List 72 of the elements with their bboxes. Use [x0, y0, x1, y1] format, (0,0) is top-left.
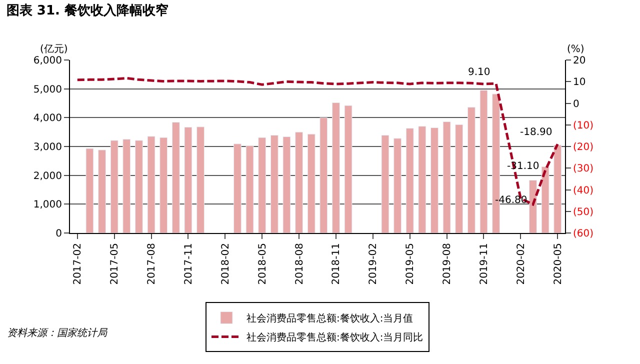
- bar: [307, 134, 316, 233]
- data-label: -18.90: [520, 127, 552, 138]
- y-tick-label: 3,000: [33, 142, 62, 153]
- bar: [282, 136, 291, 233]
- legend-label: 社会消费品零售总额:餐饮收入:当月同比: [246, 332, 424, 344]
- bar: [147, 136, 156, 233]
- bar: [467, 107, 476, 233]
- y-tick-label: 4,000: [33, 113, 62, 124]
- bar: [332, 102, 340, 233]
- bar: [394, 138, 402, 233]
- x-tick-label: 2017-02: [72, 243, 84, 285]
- bar: [172, 122, 180, 233]
- bar: [184, 126, 192, 233]
- x-tick-label: 2018-05: [257, 243, 268, 285]
- bar: [541, 166, 550, 233]
- bar: [110, 140, 118, 233]
- data-label: 9.10: [468, 67, 490, 78]
- y2-tick-label: 10: [573, 77, 586, 88]
- bar: [554, 144, 562, 233]
- y-tick-label: 2,000: [33, 170, 62, 182]
- bar: [381, 135, 390, 233]
- x-tick-label: 2019-08: [442, 243, 454, 285]
- data-label: -46.80: [495, 195, 528, 206]
- y-tick-label: 1,000: [33, 200, 62, 211]
- text: 资料来源：国家统计局: [7, 327, 108, 339]
- bar: [295, 132, 303, 233]
- y2-tick-label: (10): [573, 120, 594, 132]
- legend-label: 社会消费品零售总额:餐饮收入:当月值: [246, 312, 414, 325]
- y2-axis-title: (%): [567, 44, 584, 55]
- chart-title: 图表 31. 餐饮收入降幅收窄: [6, 2, 168, 19]
- x-tick-label: 2018-11: [331, 243, 342, 285]
- bar: [196, 126, 204, 233]
- x-tick-label: 2019-11: [478, 243, 490, 285]
- y-tick-label: 5,000: [33, 84, 62, 96]
- bar: [430, 128, 438, 233]
- y-axis-title: (亿元): [40, 44, 68, 55]
- x-tick-label: 2019-02: [368, 243, 380, 285]
- x-tick-label: 2017-05: [110, 243, 121, 285]
- x-tick-label: 2018-08: [294, 243, 306, 285]
- y2-tick-label: 20: [573, 56, 586, 66]
- x-tick-label: 2020-02: [516, 243, 527, 285]
- x-tick-label: 2018-02: [220, 243, 232, 285]
- bar: [320, 117, 328, 233]
- bar: [480, 90, 488, 233]
- x-tick-label: 2019-05: [405, 243, 416, 285]
- bar: [270, 135, 278, 233]
- y-tick-label: 6,000: [33, 56, 62, 66]
- bar: [160, 137, 168, 233]
- bar: [234, 144, 242, 233]
- bar: [529, 180, 537, 233]
- y2-tick-label: (20): [573, 142, 594, 153]
- bar: [122, 139, 131, 233]
- x-tick-label: 2020-05: [552, 243, 564, 285]
- y2-tick-label: (30): [573, 164, 594, 175]
- x-tick-label: 2017-11: [183, 243, 194, 285]
- bar: [258, 137, 266, 233]
- x-tick-label: 2017-08: [146, 243, 158, 285]
- bar: [98, 150, 106, 233]
- bar: [344, 105, 352, 233]
- y2-tick-label: 0: [573, 98, 580, 110]
- y-tick-label: 0: [56, 228, 62, 240]
- bar: [406, 128, 414, 233]
- y2-tick-label: (40): [573, 185, 594, 196]
- bar: [246, 145, 254, 233]
- bar: [86, 148, 94, 233]
- bar: [418, 126, 426, 233]
- bar: [135, 140, 143, 233]
- line-series: [76, 76, 559, 206]
- y2-tick-label: (60): [573, 228, 594, 240]
- bar: [455, 124, 464, 233]
- bar: [442, 121, 451, 233]
- y2-tick-label: (50): [573, 206, 594, 218]
